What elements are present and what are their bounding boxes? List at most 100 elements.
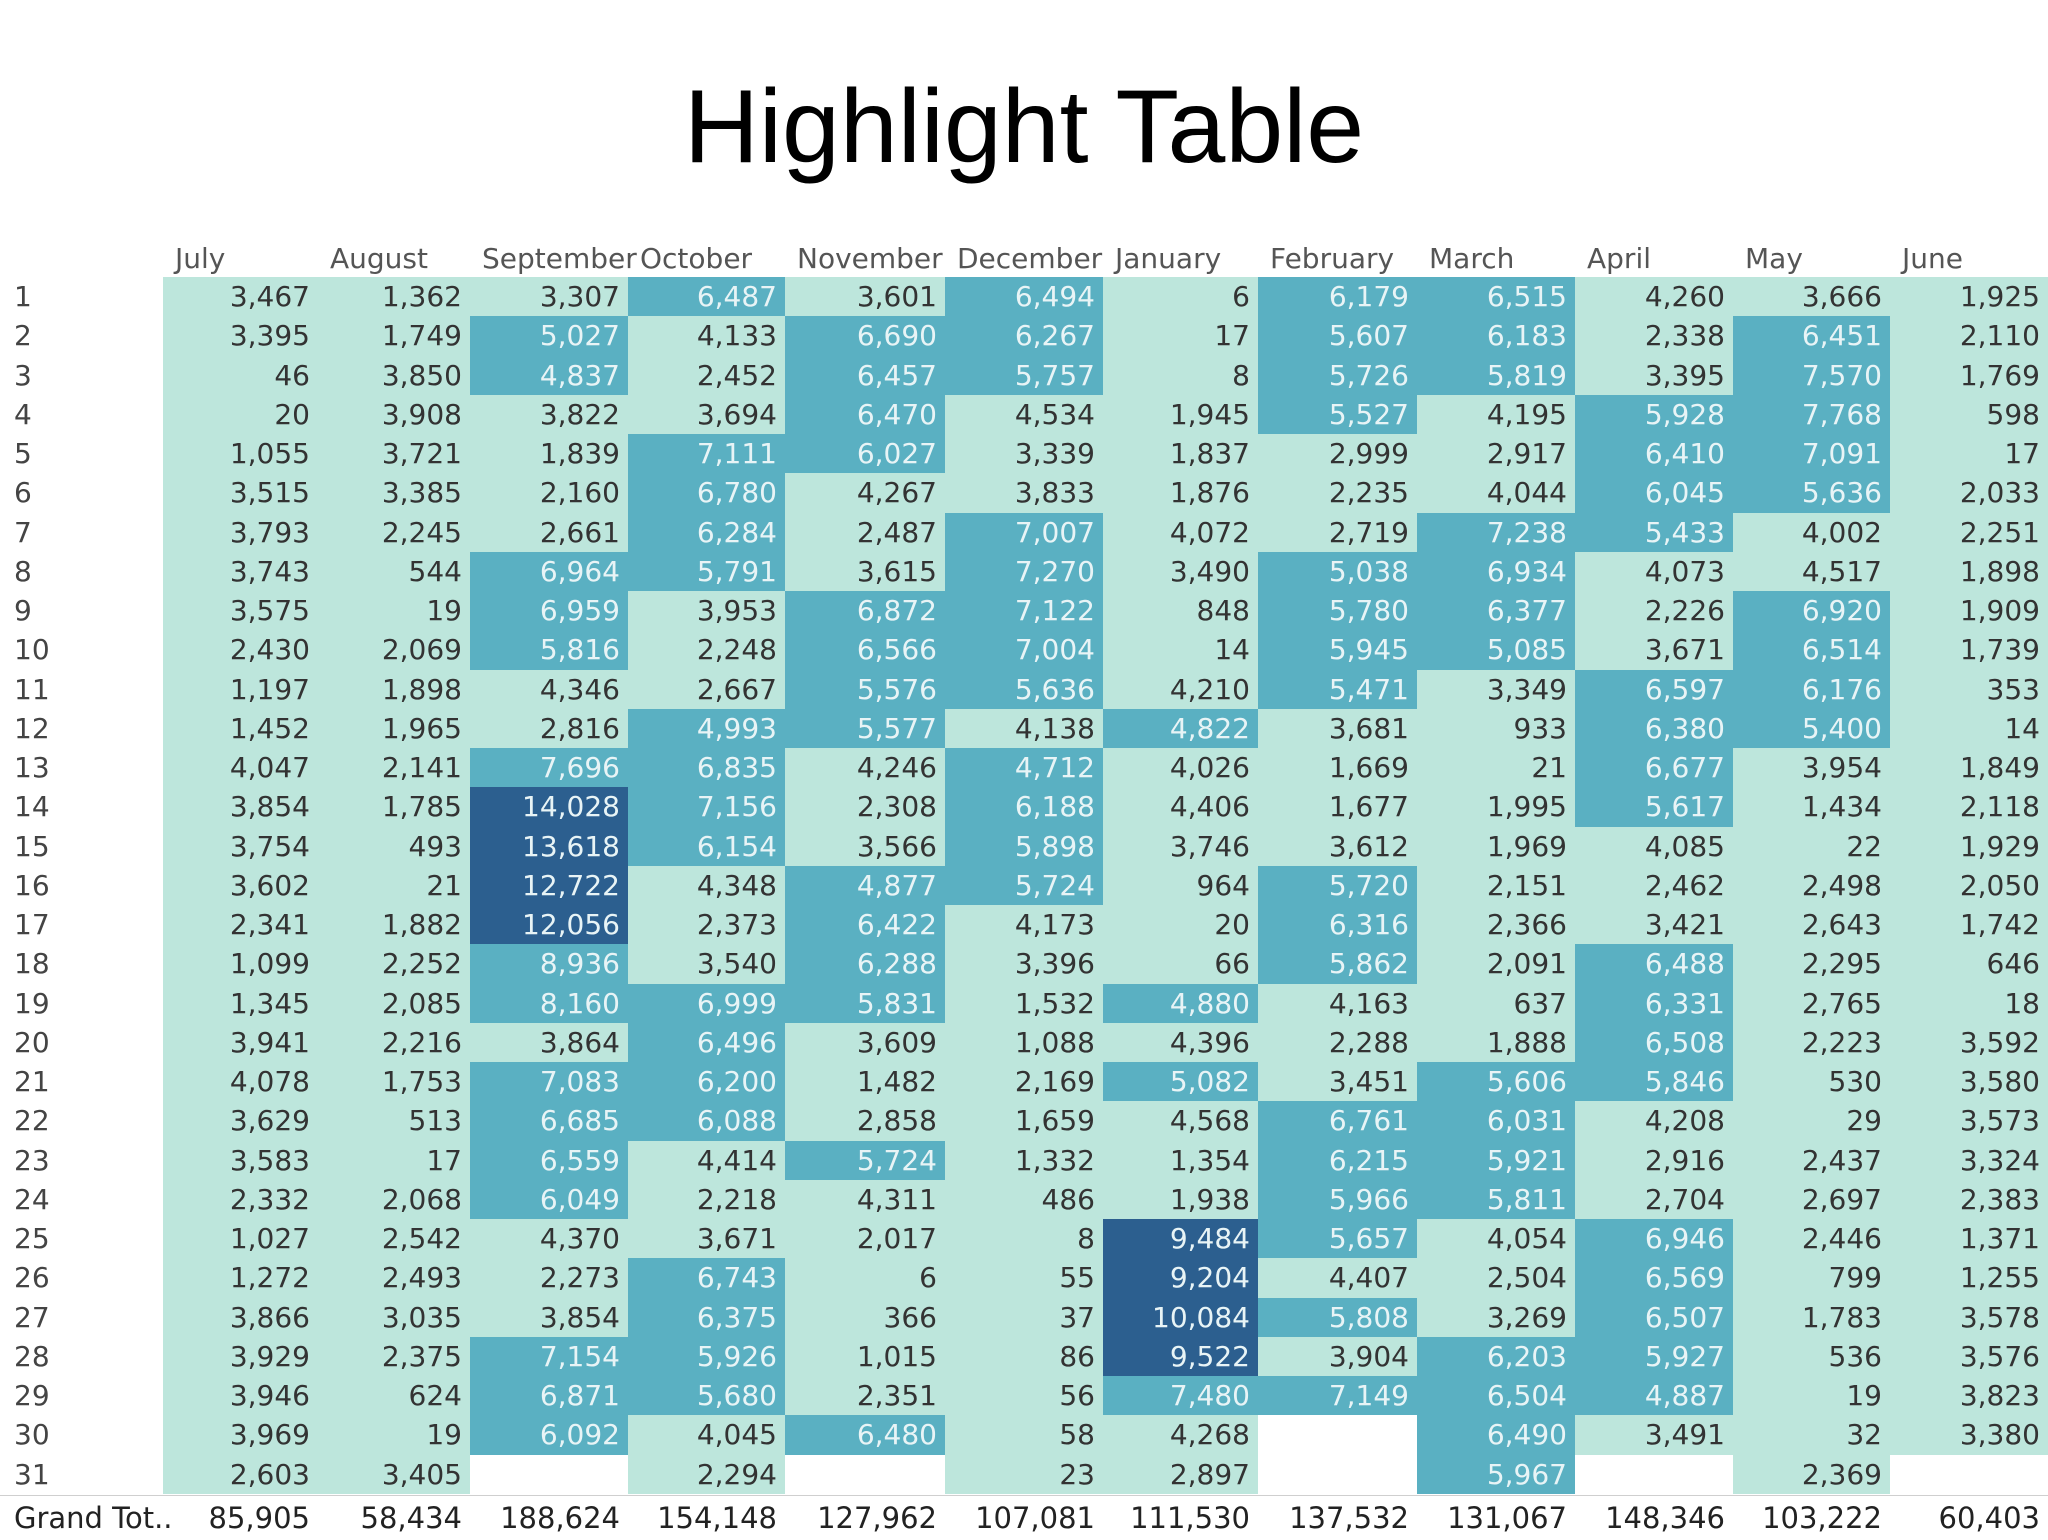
table-cell: 6,480 <box>785 1415 945 1455</box>
table-cell: 6,375 <box>628 1297 785 1338</box>
table-cell: 5,967 <box>1417 1454 1575 1495</box>
table-cell: 6,494 <box>945 277 1103 317</box>
table-cell: 1,015 <box>785 1336 945 1377</box>
table-cell: 5,720 <box>1258 865 1417 906</box>
table-cell: 1,452 <box>163 708 318 749</box>
table-cell: 4,044 <box>1417 473 1575 513</box>
table-cell: 5,636 <box>1733 473 1890 513</box>
table-cell: 9,484 <box>1103 1219 1258 1259</box>
table-cell: 5,966 <box>1258 1179 1417 1220</box>
row-label: 6 <box>14 476 32 510</box>
table-cell: 353 <box>1890 669 2048 710</box>
table-cell: 1,739 <box>1890 630 2048 670</box>
column-header: September <box>482 242 637 275</box>
table-cell: 3,754 <box>163 826 318 867</box>
table-cell: 19 <box>1733 1376 1890 1416</box>
row-label: 21 <box>14 1065 50 1098</box>
table-cell: 5,607 <box>1258 316 1417 356</box>
table-cell: 6,215 <box>1258 1140 1417 1181</box>
table-cell: 3,823 <box>1890 1376 2048 1416</box>
table-cell: 2,216 <box>318 1022 470 1063</box>
table-cell: 2,252 <box>318 944 470 984</box>
table-cell: 4,517 <box>1733 551 1890 592</box>
table-cell: 17 <box>318 1140 470 1181</box>
table-cell: 933 <box>1417 708 1575 749</box>
table-cell: 19 <box>318 591 470 631</box>
table-cell: 1,909 <box>1890 591 2048 631</box>
table-cell: 2,858 <box>785 1101 945 1141</box>
table-cell: 5,577 <box>785 708 945 749</box>
table-cell: 6,027 <box>785 434 945 474</box>
table-cell: 1,753 <box>318 1062 470 1102</box>
table-cell: 6,380 <box>1575 708 1733 749</box>
table-cell: 4,246 <box>785 748 945 788</box>
table-cell: 3,743 <box>163 551 318 592</box>
row-label: 31 <box>14 1457 50 1491</box>
table-cell: 5,636 <box>945 669 1103 710</box>
table-cell: 3,491 <box>1575 1415 1733 1455</box>
table-cell: 3,575 <box>163 591 318 631</box>
table-cell: 3,592 <box>1890 1022 2048 1063</box>
table-cell: 1,742 <box>1890 905 2048 945</box>
table-cell: 4,268 <box>1103 1415 1258 1455</box>
table-cell: 5,945 <box>1258 630 1417 670</box>
table-cell: 2,110 <box>1890 316 2048 356</box>
table-cell: 5,471 <box>1258 669 1417 710</box>
table-cell: 7,238 <box>1417 512 1575 553</box>
grand-total-value: 58,434 <box>360 1500 462 1535</box>
table-cell: 3,854 <box>163 787 318 827</box>
table-cell: 536 <box>1733 1336 1890 1377</box>
table-cell: 2,251 <box>1890 512 2048 553</box>
table-cell: 7,007 <box>945 512 1103 553</box>
table-cell: 1,925 <box>1890 277 2048 317</box>
table-cell: 2,667 <box>628 669 785 710</box>
table-cell: 1,965 <box>318 708 470 749</box>
table-cell: 3,721 <box>318 434 470 474</box>
table-cell: 4,195 <box>1417 394 1575 435</box>
table-cell: 2,369 <box>1733 1454 1890 1495</box>
table-cell: 6,515 <box>1417 277 1575 317</box>
table-cell: 3,601 <box>785 277 945 317</box>
table-cell: 4,072 <box>1103 512 1258 553</box>
table-cell: 6,488 <box>1575 944 1733 984</box>
row-label: 23 <box>14 1143 50 1177</box>
table-cell: 2,248 <box>628 630 785 670</box>
table-cell: 3,324 <box>1890 1140 2048 1181</box>
row-label: 19 <box>14 986 50 1020</box>
table-cell: 4,370 <box>470 1219 628 1259</box>
table-cell: 4,002 <box>1733 512 1890 553</box>
table-cell: 6,514 <box>1733 630 1890 670</box>
table-cell: 1,482 <box>785 1062 945 1102</box>
table-cell: 5,038 <box>1258 551 1417 592</box>
table-cell: 5,400 <box>1733 708 1890 749</box>
table-cell: 4,047 <box>163 748 318 788</box>
column-header: February <box>1270 242 1395 275</box>
row-label: 13 <box>14 751 50 784</box>
table-cell: 1,197 <box>163 669 318 710</box>
table-cell: 2,704 <box>1575 1179 1733 1220</box>
row-label: 27 <box>14 1300 50 1334</box>
column-header: October <box>640 242 753 275</box>
table-cell: 10,084 <box>1103 1297 1258 1338</box>
table-cell: 6,508 <box>1575 1022 1733 1063</box>
row-label: 9 <box>14 594 32 627</box>
table-cell: 8,160 <box>470 983 628 1024</box>
table-cell: 2,033 <box>1890 473 2048 513</box>
grand-total-value: 111,530 <box>1130 1500 1250 1535</box>
table-cell: 2,498 <box>1733 865 1890 906</box>
table-cell: 2,493 <box>318 1258 470 1298</box>
table-cell: 6,188 <box>945 787 1103 827</box>
table-cell: 1,332 <box>945 1140 1103 1181</box>
table-cell: 14,028 <box>470 787 628 827</box>
table-cell: 1,255 <box>1890 1258 2048 1298</box>
table-cell: 4,054 <box>1417 1219 1575 1259</box>
table-cell: 3,866 <box>163 1297 318 1338</box>
table-cell: 3,609 <box>785 1022 945 1063</box>
table-cell: 3,421 <box>1575 905 1733 945</box>
table-cell: 2,294 <box>628 1454 785 1495</box>
table-cell: 2,366 <box>1417 905 1575 945</box>
table-cell: 3,515 <box>163 473 318 513</box>
table-cell: 23 <box>945 1454 1103 1495</box>
grand-total-value: 137,532 <box>1289 1500 1409 1535</box>
table-cell: 2,430 <box>163 630 318 670</box>
